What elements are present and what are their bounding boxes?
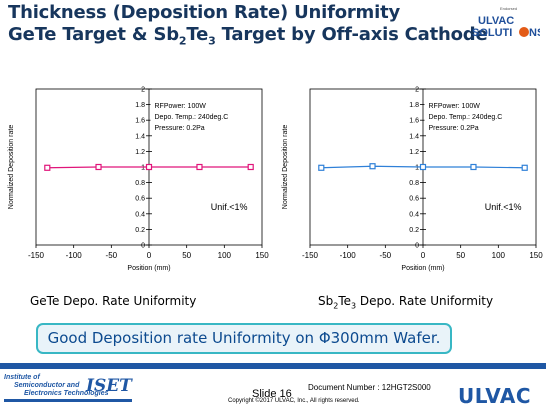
- logo-small-top: Endorsed: [500, 6, 517, 11]
- y-tick-label: 1.2: [409, 149, 419, 156]
- caption-sb2te3: Sb2Te3 Depo. Rate Uniformity: [318, 294, 493, 310]
- y-tick-label: 2: [141, 87, 145, 94]
- logo-word3: NS: [529, 27, 540, 39]
- x-tick-label: -50: [380, 251, 392, 260]
- data-point: [145, 163, 153, 171]
- title2-sub1: 2: [178, 34, 187, 48]
- caption-right-a: Sb: [318, 294, 334, 308]
- x-tick-label: -150: [28, 251, 45, 260]
- caption-right-sub1: 2: [333, 301, 339, 311]
- annotation-line: Depo. Temp.: 240deg.C: [429, 114, 503, 121]
- iset-underline: [4, 399, 132, 402]
- y-axis-title: Normalized Deposition rate: [8, 125, 15, 210]
- x-tick-label: 100: [492, 251, 506, 260]
- x-tick-label: 0: [147, 251, 152, 260]
- y-tick-label: 1.8: [135, 102, 145, 109]
- y-tick-label: 1: [141, 165, 145, 172]
- iset-line3: Electronics Technologies: [24, 390, 109, 397]
- y-tick-label: 0.6: [135, 196, 145, 203]
- data-point: [470, 163, 477, 171]
- data-point: [95, 163, 102, 171]
- y-tick-label: 0: [141, 243, 145, 250]
- logo-word1: ULVAC: [478, 15, 514, 27]
- data-point: [521, 164, 528, 171]
- annotation-line: Depo. Temp.: 240deg.C: [155, 114, 229, 121]
- uniformity-note: Unif.<1%: [211, 202, 248, 212]
- slide-number: Slide 16: [252, 388, 292, 400]
- y-tick-label: 1.6: [135, 118, 145, 125]
- uniformity-note: Unif.<1%: [485, 202, 522, 212]
- data-point: [196, 163, 203, 171]
- annotation-line: Pressure: 0.2Pa: [155, 125, 205, 132]
- data-point: [318, 164, 325, 171]
- y-tick-label: 0.6: [409, 196, 419, 203]
- y-tick-label: 0.2: [135, 227, 145, 234]
- x-tick-label: -150: [302, 251, 319, 260]
- x-axis-title: Position (mm): [401, 265, 444, 272]
- iset-logo: Institute of Semiconductor and Electroni…: [4, 374, 134, 404]
- note-box: [481, 200, 527, 214]
- data-point: [44, 164, 51, 171]
- title2-part-b: Te: [186, 24, 209, 45]
- y-tick-label: 0.2: [409, 227, 419, 234]
- iset-line1: Institute of: [4, 374, 40, 381]
- y-tick-label: 2: [415, 87, 419, 94]
- iset-big: ISET: [86, 376, 132, 396]
- x-tick-label: 100: [218, 251, 232, 260]
- x-tick-label: -100: [66, 251, 83, 260]
- data-point: [419, 163, 427, 171]
- x-tick-label: 50: [182, 251, 191, 260]
- y-tick-label: 1: [415, 165, 419, 172]
- slide-title-line2: GeTe Target & Sb2Te3 Target by Off-axis …: [8, 24, 488, 48]
- summary-banner: Good Deposition rate Uniformity on Φ300m…: [36, 323, 452, 354]
- logo-word2: SOLUTI: [472, 27, 512, 39]
- y-tick-label: 1.6: [409, 118, 419, 125]
- chart-gete-uniformity: 0 0.2 0.4 0.6 0.8 1 1.2 1.4 1.6 1.8 2 -150 -100 -50 0 5…: [8, 87, 269, 273]
- x-tick-label: 150: [529, 251, 543, 260]
- ulvac-footer-logo: ULVAC: [458, 384, 532, 408]
- slide-title-line1: Thickness (Deposition Rate) Uniformity: [8, 2, 401, 23]
- footer-rule: [0, 363, 546, 369]
- caption-gete: GeTe Depo. Rate Uniformity: [30, 294, 197, 308]
- logo-o-circle: [519, 27, 529, 37]
- data-point: [247, 163, 254, 171]
- y-tick-label: 0: [415, 243, 419, 250]
- y-tick-label: 1.4: [135, 133, 145, 140]
- title2-part-c: Target by Off-axis Cathode: [215, 24, 488, 45]
- annotation-box: [424, 97, 518, 134]
- title2-sub2: 3: [208, 34, 216, 48]
- y-tick-label: 0.8: [135, 180, 145, 187]
- annotation-line: Pressure: 0.2Pa: [429, 125, 479, 132]
- x-tick-label: 150: [255, 251, 269, 260]
- annotation-line: RFPower: 100W: [429, 103, 481, 110]
- y-tick-label: 1.2: [135, 149, 145, 156]
- x-tick-label: 0: [421, 251, 426, 260]
- y-tick-label: 1.8: [409, 102, 419, 109]
- chart-sb2te3-uniformity: 0 0.2 0.4 0.6 0.8 1 1.2 1.4 1.6 1.8 2 -150 -100 -50 0 5…: [282, 87, 543, 273]
- document-number: Document Number : 12HGT2S000: [308, 383, 431, 392]
- annotation-line: RFPower: 100W: [155, 103, 207, 110]
- caption-right-c: Depo. Rate Uniformity: [356, 294, 494, 308]
- y-axis-title: Normalized Deposition rate: [282, 125, 289, 210]
- annotation-box: [150, 97, 244, 134]
- x-axis-title: Position (mm): [127, 265, 170, 272]
- y-tick-label: 0.4: [135, 211, 145, 218]
- iset-line2: Semiconductor and: [14, 382, 80, 389]
- y-tick-label: 0.8: [409, 180, 419, 187]
- y-tick-label: 0.4: [409, 211, 419, 218]
- caption-right-sub2: 3: [351, 301, 357, 311]
- x-tick-label: -50: [106, 251, 118, 260]
- data-point: [369, 163, 376, 170]
- y-tick-label: 1.4: [409, 133, 419, 140]
- copyright: Copyright ©2017 ULVAC, Inc., All rights …: [228, 398, 360, 404]
- x-tick-label: 50: [456, 251, 465, 260]
- caption-right-b: Te: [338, 294, 352, 308]
- ulvac-solutions-logo: Endorsed ULVAC SOLUTI NS: [472, 6, 540, 39]
- title2-part-a: GeTe Target & Sb: [8, 24, 179, 45]
- note-box: [207, 200, 253, 214]
- x-tick-label: -100: [340, 251, 357, 260]
